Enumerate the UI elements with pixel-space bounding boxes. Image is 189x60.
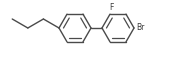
Text: Br: Br — [136, 24, 144, 33]
Text: F: F — [109, 3, 113, 12]
